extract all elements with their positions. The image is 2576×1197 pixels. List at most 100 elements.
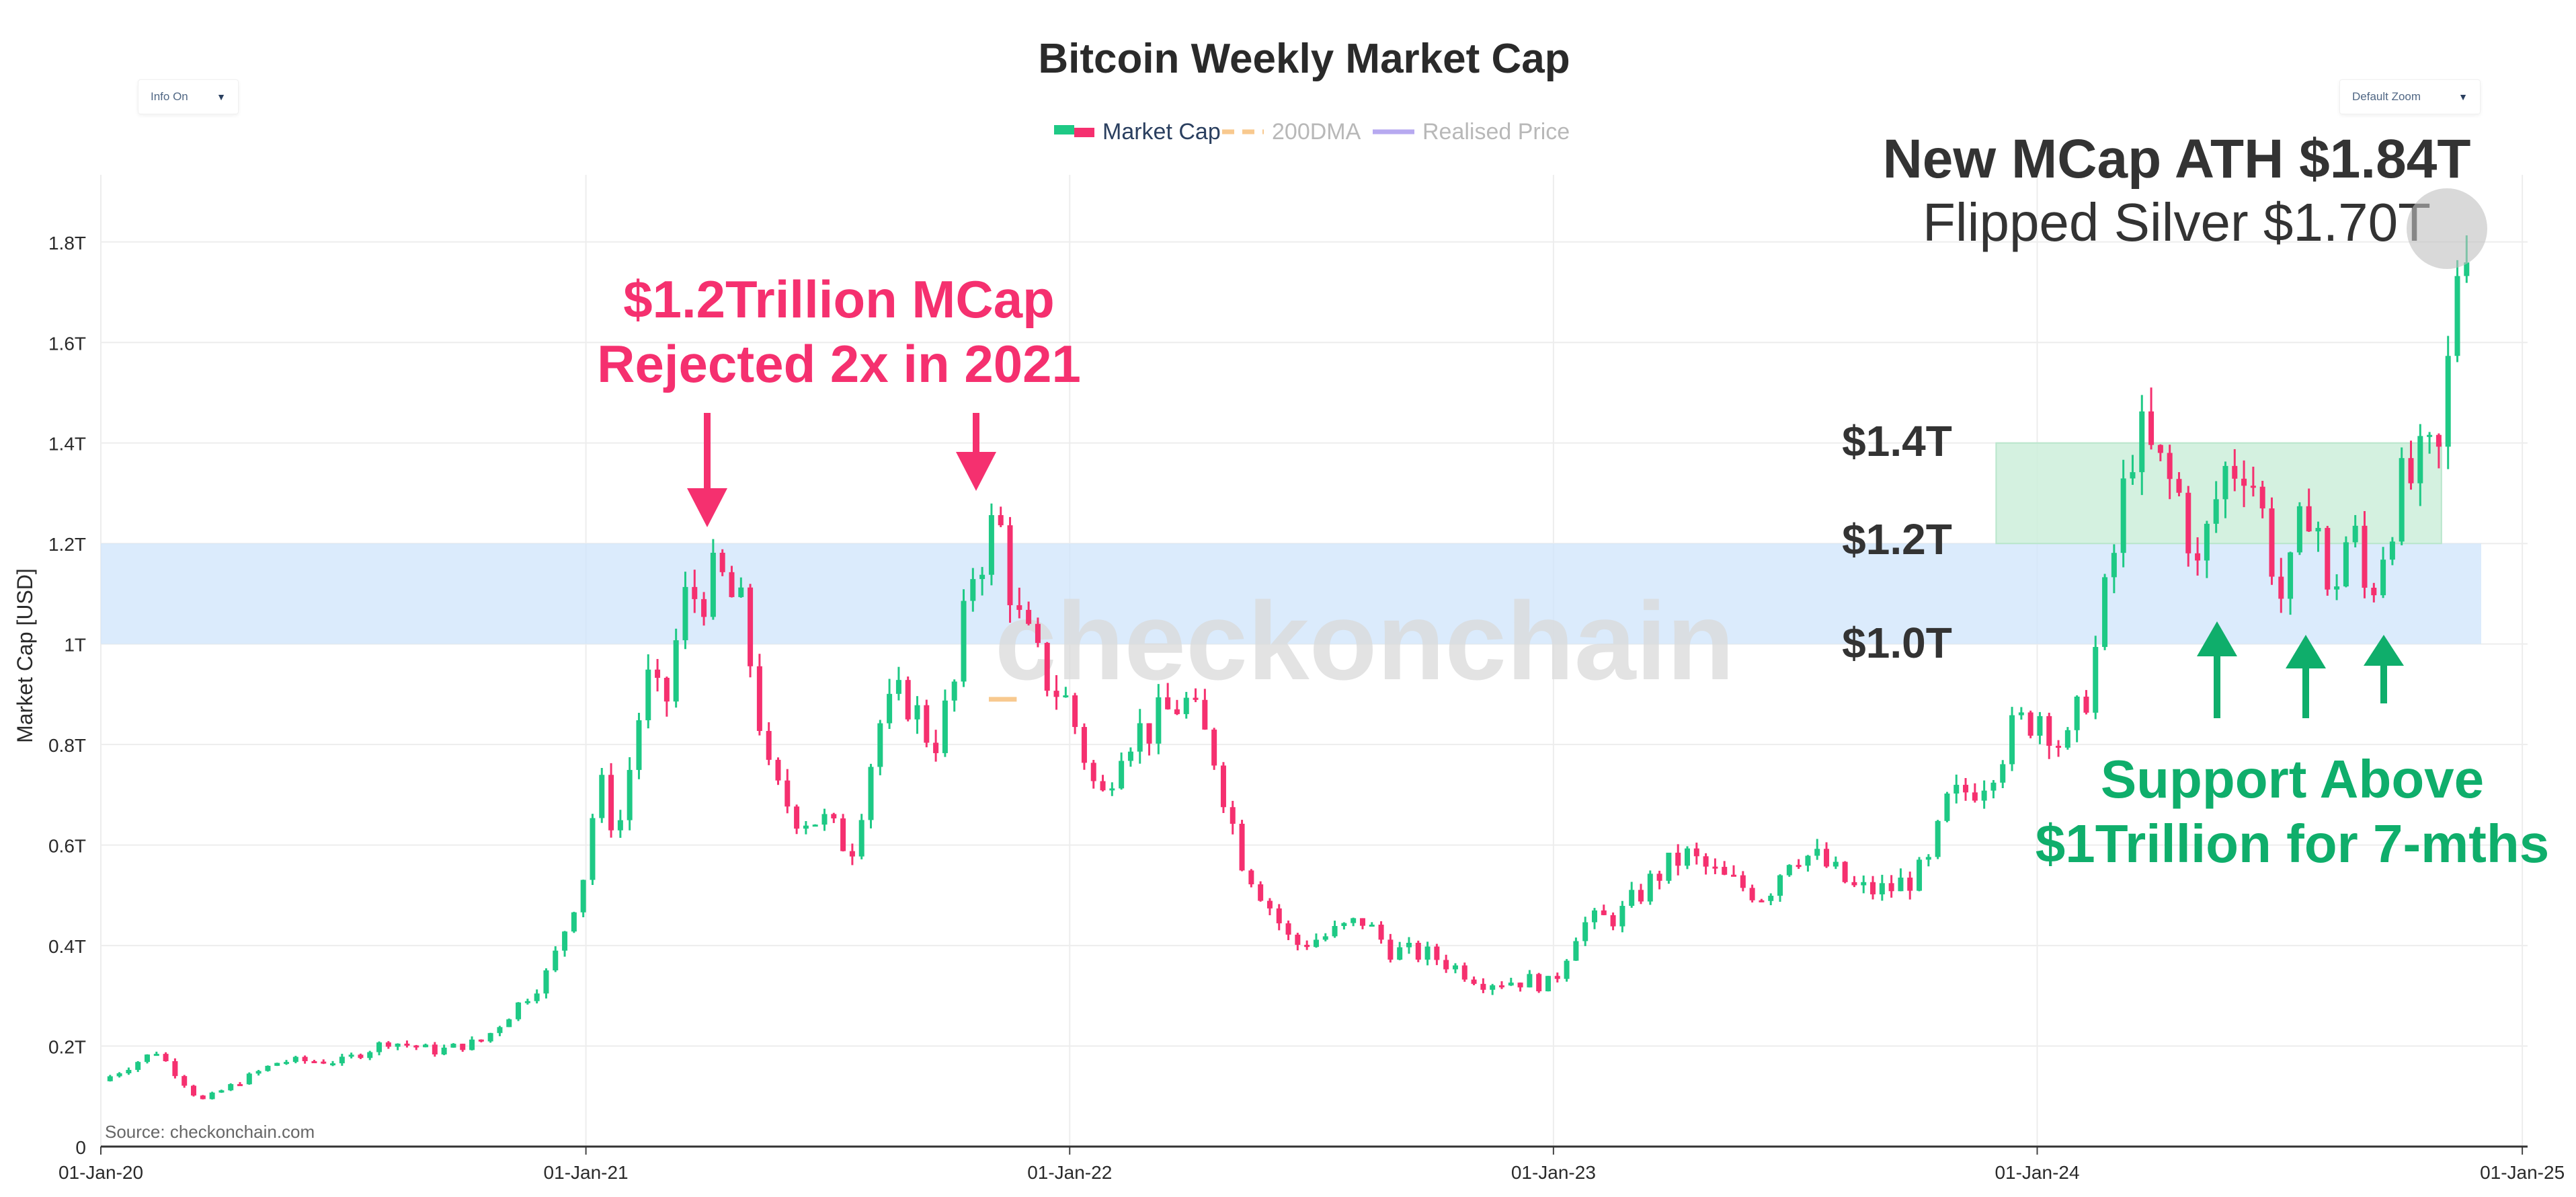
- candle-up: [543, 970, 549, 994]
- y-tick-label: 0.2T: [48, 1037, 86, 1058]
- candle-down: [2306, 506, 2312, 532]
- candle-down: [1434, 946, 1440, 960]
- candle-down: [2325, 528, 2331, 590]
- candle-up: [126, 1069, 132, 1074]
- candle-down: [1498, 985, 1504, 988]
- candle-up: [1137, 723, 1143, 752]
- candle-up: [2130, 472, 2136, 479]
- candle-up: [673, 640, 679, 702]
- candle-up: [2399, 458, 2405, 542]
- candle-up: [145, 1054, 151, 1063]
- candle-up: [2000, 764, 2006, 783]
- candle-down: [2241, 478, 2247, 486]
- candle-down: [1842, 861, 1848, 882]
- legend-realised-price[interactable]: Realised Price: [1373, 119, 1570, 145]
- zoom-dropdown[interactable]: Default Zoom ▼: [2339, 79, 2481, 114]
- candle-up: [274, 1063, 280, 1066]
- candle-down: [182, 1076, 188, 1086]
- highlight-band-green: [1995, 442, 2442, 545]
- candle-down: [2185, 492, 2191, 553]
- candle-up: [1351, 918, 1357, 923]
- candle-down: [1731, 874, 1737, 877]
- up-arrow-icon: [2286, 635, 2326, 718]
- y-tick-label: 1.2T: [48, 534, 86, 555]
- candle-down: [163, 1054, 169, 1062]
- candle-down: [1165, 697, 1171, 709]
- support-annotation-line1: Support Above: [2101, 749, 2484, 809]
- candle-up: [1127, 751, 1133, 761]
- candle-up: [1183, 697, 1189, 714]
- candle-up: [2037, 716, 2043, 736]
- candle-down: [2027, 712, 2034, 736]
- candle-up: [1369, 924, 1375, 927]
- candle-up: [2427, 434, 2433, 437]
- candle-up: [1768, 896, 1774, 901]
- candle-down: [200, 1095, 206, 1099]
- candle-up: [2222, 465, 2228, 500]
- candle-down: [2232, 465, 2238, 479]
- candle-down: [1387, 939, 1394, 960]
- candle-up: [682, 586, 688, 641]
- up-arrow-icon: [2364, 635, 2404, 703]
- candle-up: [1629, 890, 1635, 906]
- candle-up: [2064, 730, 2070, 748]
- x-tick-label: 01-Jan-22: [1027, 1162, 1112, 1183]
- candle-up: [887, 693, 893, 724]
- candle-up: [1619, 906, 1625, 927]
- candle-down: [191, 1085, 197, 1096]
- support-annotation-line2: $1Trillion for 7-mths: [2036, 814, 2550, 874]
- candle-up: [1814, 849, 1820, 856]
- candle-up: [218, 1090, 225, 1093]
- candle-up: [1564, 960, 1570, 979]
- candle-up: [2454, 276, 2460, 356]
- candle-up: [1322, 936, 1328, 940]
- candle-up: [423, 1044, 429, 1048]
- candle-down: [998, 515, 1004, 526]
- candle-up: [1935, 820, 1941, 857]
- legend-market-cap[interactable]: Market Cap: [1054, 119, 1221, 145]
- candle-down: [1258, 884, 1264, 901]
- candle-down: [1026, 609, 1032, 624]
- axes: 0 0.2T 0.4T 0.6T 0.8T 1T 1.2T 1.4T 1.6T 1.8T 01-Ja…: [48, 233, 2565, 1183]
- source-note: Source: checkonchain.com: [105, 1122, 315, 1142]
- candle-up: [153, 1054, 159, 1056]
- candle-down: [849, 851, 855, 857]
- candle-down: [237, 1084, 243, 1087]
- candle-up: [1898, 878, 1904, 892]
- candle-up: [553, 950, 559, 971]
- candle-up: [2417, 436, 2423, 484]
- candle-up: [562, 931, 568, 951]
- info-toggle-dropdown[interactable]: Info On ▼: [138, 79, 239, 114]
- candle-down: [905, 680, 911, 720]
- candle-up: [970, 579, 976, 601]
- candle-up: [497, 1027, 503, 1034]
- candle-down: [1656, 874, 1662, 881]
- level-label-1.0t: $1.0T: [1842, 619, 1952, 667]
- candle-down: [729, 572, 735, 597]
- candle-down: [756, 666, 762, 731]
- candle-up: [1944, 794, 1950, 821]
- level-label-1.2t: $1.2T: [1842, 515, 1952, 564]
- candle-down: [1610, 915, 1616, 927]
- candle-up: [339, 1056, 345, 1064]
- candle-up: [1341, 923, 1347, 927]
- candle-down: [748, 587, 754, 666]
- candle-down: [1193, 697, 1199, 700]
- legend-200dma[interactable]: 200DMA: [1222, 119, 1361, 145]
- y-tick-label: 0.4T: [48, 936, 86, 957]
- candle-up: [228, 1084, 234, 1091]
- down-arrow-icon: [687, 413, 727, 527]
- candle-up: [580, 880, 586, 913]
- candle-up: [961, 601, 967, 682]
- candle-up: [1527, 974, 1533, 988]
- candle-down: [766, 730, 772, 760]
- y-tick-label: 1T: [64, 635, 86, 656]
- candle-down: [2362, 525, 2368, 588]
- candle-down: [1220, 765, 1226, 808]
- highlight-bands: [101, 442, 2481, 644]
- candle-up: [877, 723, 883, 767]
- candle-up: [2120, 478, 2126, 553]
- candle-up: [1109, 788, 1115, 791]
- candle-up: [292, 1056, 298, 1063]
